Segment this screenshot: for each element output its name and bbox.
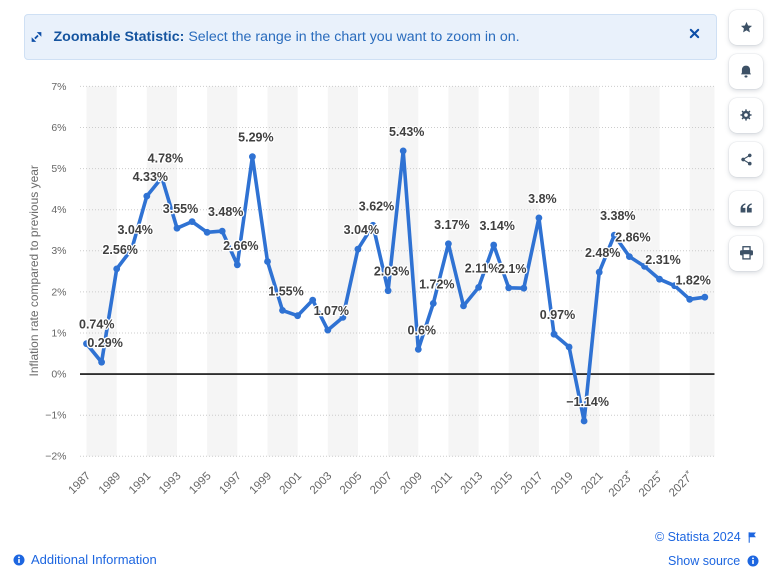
svg-text:2013: 2013 [459, 470, 486, 497]
svg-text:3.55%: 3.55% [163, 202, 198, 216]
svg-text:5%: 5% [51, 163, 66, 175]
svg-text:2.03%: 2.03% [374, 265, 409, 279]
svg-text:2019: 2019 [549, 470, 576, 497]
svg-text:2021: 2021 [579, 470, 606, 497]
svg-text:2%: 2% [51, 286, 66, 298]
svg-text:1.72%: 1.72% [419, 277, 454, 291]
svg-text:2027*: 2027* [665, 468, 696, 499]
svg-text:3.04%: 3.04% [117, 223, 152, 237]
svg-text:2011: 2011 [429, 470, 455, 496]
svg-text:7%: 7% [51, 81, 66, 93]
svg-text:2.31%: 2.31% [645, 253, 680, 267]
svg-text:2.1%: 2.1% [498, 262, 527, 276]
svg-text:3.48%: 3.48% [208, 205, 243, 219]
svg-text:3.8%: 3.8% [528, 192, 557, 206]
svg-text:2007: 2007 [368, 470, 395, 497]
svg-text:2005: 2005 [338, 470, 365, 497]
svg-text:2025*: 2025* [635, 468, 666, 499]
svg-text:1.82%: 1.82% [675, 273, 710, 287]
svg-text:1987: 1987 [67, 470, 94, 497]
svg-text:4%: 4% [51, 204, 66, 216]
svg-text:0.74%: 0.74% [79, 318, 114, 332]
svg-text:2.66%: 2.66% [223, 239, 258, 253]
svg-text:1.55%: 1.55% [268, 284, 303, 298]
svg-text:1993: 1993 [157, 470, 184, 497]
svg-text:1997: 1997 [217, 470, 244, 497]
svg-text:1999: 1999 [248, 470, 275, 497]
svg-text:5.29%: 5.29% [238, 131, 273, 145]
svg-text:Inflation rate compared to pre: Inflation rate compared to previous year [27, 165, 41, 376]
svg-text:2.11%: 2.11% [465, 261, 500, 275]
svg-text:0.97%: 0.97% [540, 308, 575, 322]
svg-text:1989: 1989 [97, 470, 124, 497]
svg-text:−1.14%: −1.14% [566, 395, 609, 409]
svg-text:2.48%: 2.48% [585, 246, 620, 260]
svg-text:0%: 0% [51, 369, 66, 381]
svg-text:2.86%: 2.86% [615, 231, 650, 245]
svg-text:5.43%: 5.43% [389, 125, 424, 139]
svg-text:3.62%: 3.62% [359, 199, 394, 213]
svg-text:2.56%: 2.56% [102, 243, 137, 257]
svg-text:3%: 3% [51, 245, 66, 257]
svg-text:1991: 1991 [127, 470, 154, 497]
svg-text:1995: 1995 [187, 470, 214, 497]
svg-text:2001: 2001 [278, 470, 305, 497]
svg-text:3.17%: 3.17% [434, 218, 469, 232]
svg-text:4.78%: 4.78% [148, 152, 183, 166]
svg-text:−2%: −2% [45, 451, 66, 463]
svg-text:3.14%: 3.14% [479, 219, 514, 233]
svg-text:3.04%: 3.04% [344, 223, 379, 237]
svg-text:2003: 2003 [308, 470, 335, 497]
svg-text:1%: 1% [51, 327, 66, 339]
svg-text:3.38%: 3.38% [600, 209, 635, 223]
svg-text:2017: 2017 [519, 470, 546, 497]
svg-text:1.07%: 1.07% [314, 304, 349, 318]
svg-text:2015: 2015 [489, 470, 516, 497]
svg-text:2023*: 2023* [605, 468, 636, 499]
svg-text:0.6%: 0.6% [408, 323, 437, 337]
svg-text:4.33%: 4.33% [133, 170, 168, 184]
svg-text:2009: 2009 [398, 470, 425, 497]
svg-text:−1%: −1% [45, 410, 66, 422]
svg-text:0.29%: 0.29% [87, 336, 122, 350]
svg-text:6%: 6% [51, 122, 66, 134]
